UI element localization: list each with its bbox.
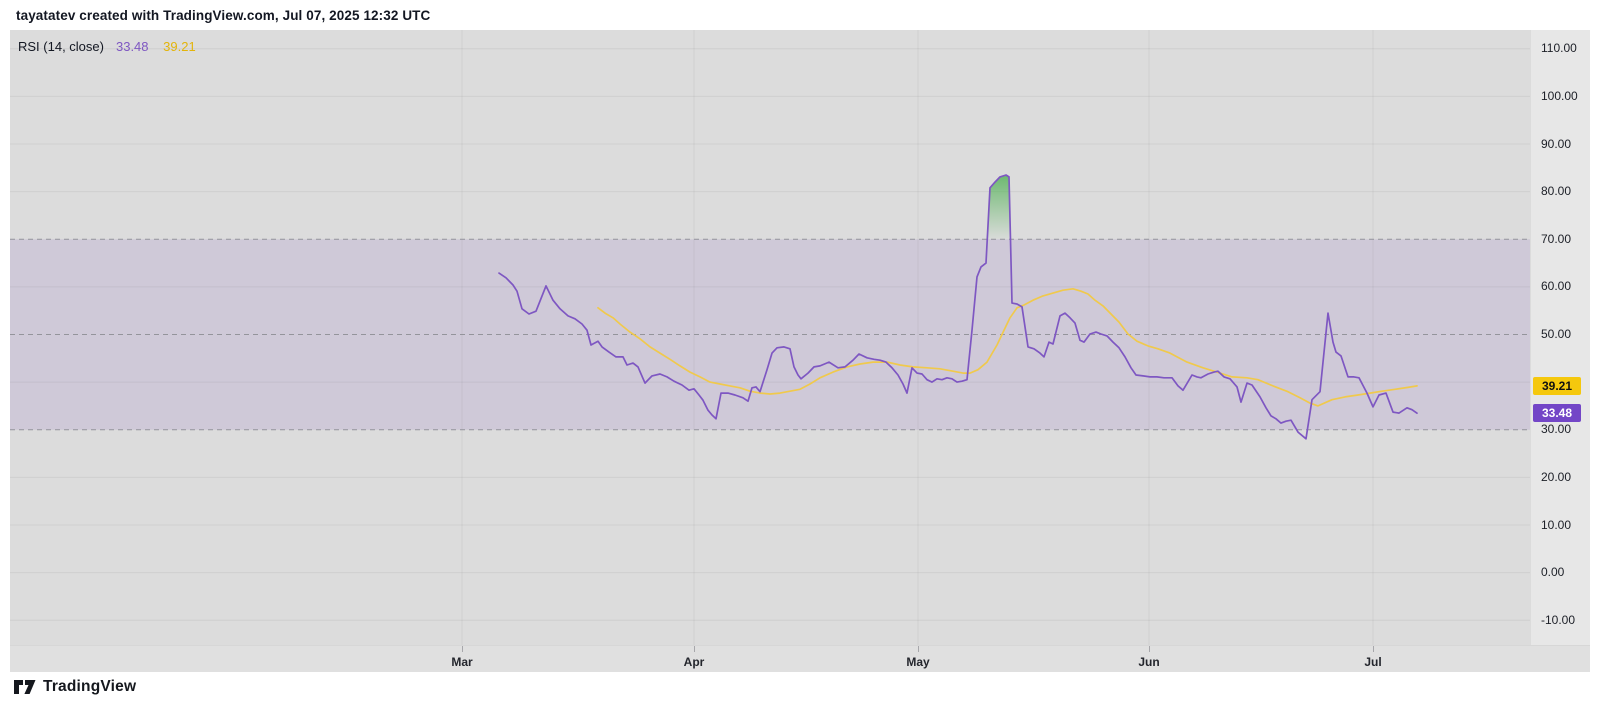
rsi-value-badge: 33.48: [1533, 404, 1581, 423]
x-axis-label: Apr: [683, 655, 705, 669]
x-axis-tick: [462, 646, 463, 652]
legend-rsi-value: 33.48: [115, 39, 149, 54]
ma-line: [597, 287, 1418, 407]
tradingview-brand-text: TradingView: [43, 678, 137, 695]
y-axis-label: 70.00: [1541, 231, 1572, 246]
y-axis-label: 20.00: [1541, 469, 1572, 484]
rsi-chart-panel: RSI (14, close) 33.48 39.21 39.21 33.48 …: [10, 30, 1590, 672]
overbought-fill: [987, 175, 1011, 240]
y-axis-label: 50.00: [1541, 327, 1572, 341]
y-axis-label: -10.00: [1541, 612, 1576, 627]
indicator-legend[interactable]: RSI (14, close) 33.48 39.21: [18, 38, 196, 55]
x-axis-tick: [1373, 646, 1374, 652]
tradingview-logo-icon: [14, 679, 36, 694]
y-axis-label: 90.00: [1541, 136, 1572, 151]
x-axis-tick: [1149, 646, 1150, 652]
rsi-line: [498, 174, 1418, 440]
page-title: tayatatev created with TradingView.com, …: [16, 8, 431, 23]
y-axis-label: 10.00: [1541, 517, 1572, 532]
indicator-title: RSI (14, close): [18, 39, 104, 54]
ma-value-badge: 39.21: [1533, 376, 1581, 395]
x-axis-tick: [694, 646, 695, 652]
y-axis-label: 30.00: [1541, 422, 1572, 437]
y-axis-label: 0.00: [1541, 565, 1565, 580]
footer-branding: TradingView: [14, 676, 136, 698]
x-axis-label: May: [906, 655, 930, 669]
price-axis[interactable]: 39.21 33.48 110.00 100.00 90.00 80.00 70.00 6…: [1530, 30, 1590, 645]
x-axis-tick: [918, 646, 919, 652]
time-axis[interactable]: Mar Apr May Jun Jul: [10, 645, 1590, 672]
x-axis-label: Mar: [451, 655, 473, 669]
rsi-chart-plot[interactable]: [10, 30, 1530, 645]
x-axis-label: Jun: [1138, 655, 1160, 669]
y-axis-label: 80.00: [1541, 184, 1572, 199]
y-axis-label: 60.00: [1541, 279, 1572, 294]
x-axis-label: Jul: [1364, 655, 1382, 669]
y-axis-label: 100.00: [1541, 88, 1578, 103]
y-axis-label: 110.00: [1541, 41, 1577, 56]
legend-ma-value: 39.21: [163, 39, 196, 54]
